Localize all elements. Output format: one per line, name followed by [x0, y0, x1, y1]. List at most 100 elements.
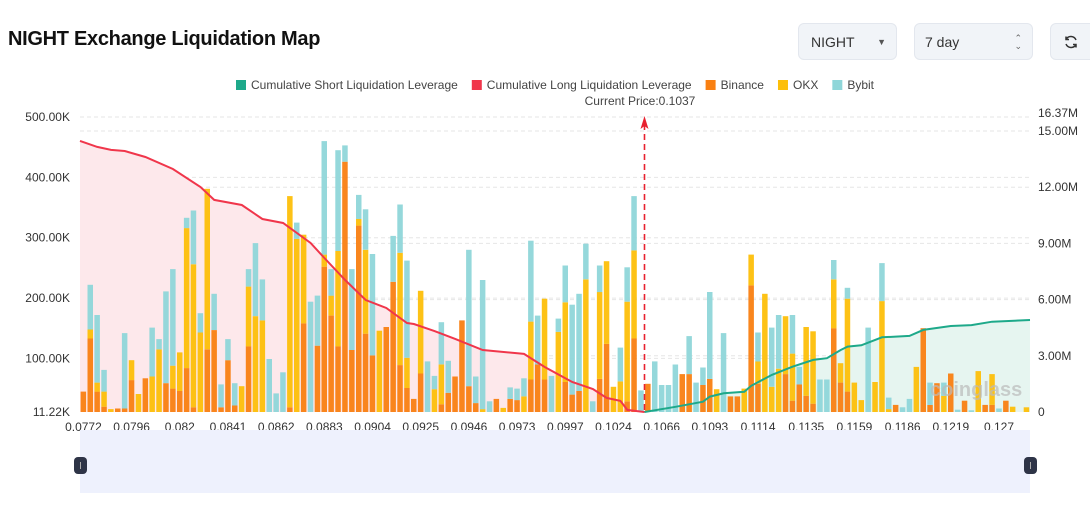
bar-bybit — [170, 269, 176, 366]
legend-swatch — [471, 80, 482, 90]
bar-binance — [789, 400, 796, 412]
period-select[interactable]: 7 day ⌃ ⌄ — [914, 23, 1033, 60]
bar-binance — [411, 398, 417, 412]
refresh-button[interactable] — [1050, 23, 1090, 60]
zoom-slider-right-handle[interactable] — [1024, 457, 1037, 474]
bar-okx — [170, 365, 176, 389]
bar-okx — [183, 228, 190, 369]
bar-bybit — [349, 269, 355, 350]
bar-bybit — [665, 385, 672, 412]
bar-binance — [218, 407, 224, 412]
bar-okx — [913, 366, 920, 412]
bar-okx — [417, 290, 424, 374]
bar-okx — [762, 293, 768, 412]
bar-okx — [769, 386, 775, 412]
bar-binance — [417, 373, 424, 412]
legend-swatch — [832, 80, 843, 90]
bar-okx — [300, 234, 307, 324]
bar-okx — [521, 396, 527, 412]
bar-binance — [335, 346, 341, 412]
bar-bybit — [245, 269, 252, 287]
bar-okx — [479, 409, 486, 412]
right-axis-tick-label: 0 — [1038, 405, 1045, 419]
bar-bybit — [700, 367, 706, 385]
bar-bybit — [534, 315, 541, 365]
legend-swatch — [777, 80, 788, 90]
bar-okx — [844, 298, 851, 392]
bar-bybit — [996, 408, 1002, 412]
bar-okx — [94, 382, 100, 392]
bar-bybit — [624, 267, 630, 302]
page-title: NIGHT Exchange Liquidation Map — [8, 28, 321, 50]
bar-binance — [80, 391, 87, 412]
bar-okx — [941, 395, 947, 412]
bar-bybit — [652, 361, 658, 412]
bar-binance — [459, 320, 465, 412]
right-axis-tick-label: 15.00M — [1038, 124, 1078, 138]
bar-binance — [314, 345, 321, 412]
zoom-slider-track[interactable] — [80, 430, 1030, 493]
bar-bybit — [796, 366, 802, 385]
bar-binance — [170, 388, 176, 412]
bar-okx — [197, 332, 204, 412]
long-cumulative-line — [79, 139, 645, 413]
bar-bybit — [307, 301, 314, 412]
bars — [80, 141, 1030, 412]
bar-bybit — [266, 359, 272, 412]
bar-binance — [225, 360, 231, 412]
bar-okx — [128, 360, 135, 381]
zoom-slider-left-handle[interactable] — [74, 457, 87, 474]
current-price-label: Current Price:0.1037 — [585, 94, 696, 108]
left-axis-tick-label: 100.00K — [25, 351, 70, 365]
bar-okx — [177, 352, 183, 391]
legend-swatch — [236, 80, 246, 90]
bar-bybit — [954, 409, 961, 412]
bar-bybit — [190, 210, 197, 265]
legend-label: Cumulative Long Liquidation Leverage — [487, 78, 692, 92]
bar-bybit — [968, 410, 975, 412]
bar-binance — [328, 315, 334, 412]
bar-binance — [734, 396, 741, 412]
bar-bybit — [707, 292, 713, 379]
bar-bybit — [232, 383, 238, 406]
left-axis-tick-label: 300.00K — [25, 231, 70, 245]
bar-okx — [555, 331, 562, 412]
bar-okx — [252, 316, 259, 412]
bar-binance — [390, 281, 396, 412]
bar-okx — [741, 388, 747, 412]
legend-label: Cumulative Short Liquidation Leverage — [251, 78, 458, 92]
bar-bybit — [865, 327, 871, 412]
bar-bybit — [156, 339, 162, 350]
bar-binance — [383, 327, 389, 412]
bar-okx — [245, 286, 252, 347]
bar-binance — [631, 338, 637, 412]
bar-bybit — [631, 196, 637, 251]
bar-binance — [569, 394, 575, 412]
bar-bybit — [273, 393, 279, 412]
bar-okx — [831, 279, 837, 329]
bar-binance — [528, 379, 534, 412]
symbol-select[interactable]: NIGHT ▼ — [798, 23, 897, 60]
bar-okx — [238, 386, 245, 412]
bar-bybit — [617, 347, 624, 382]
bar-bybit — [658, 385, 665, 412]
bar-binance — [87, 338, 93, 412]
right-axis-tick-label: 6.00M — [1038, 293, 1071, 307]
bar-binance — [831, 328, 837, 412]
bar-okx — [335, 251, 341, 347]
bar-okx — [886, 409, 892, 412]
legend-item: Binance — [705, 78, 764, 92]
bar-bybit — [163, 291, 169, 384]
bar-okx — [204, 188, 210, 350]
bar-binance — [596, 378, 603, 412]
bar-okx — [108, 409, 114, 412]
bar-binance — [356, 225, 362, 412]
bar-bybit — [328, 269, 334, 296]
bar-okx — [294, 238, 300, 412]
bar-binance — [679, 374, 685, 412]
bar-binance — [362, 333, 369, 412]
bar-binance — [603, 343, 610, 412]
bar-okx — [789, 353, 796, 401]
bar-bybit — [521, 378, 527, 397]
